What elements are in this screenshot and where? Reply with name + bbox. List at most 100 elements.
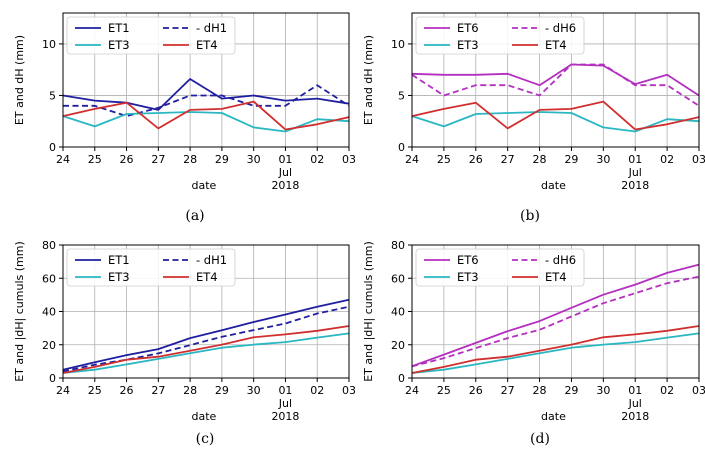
y-tick-label: 20 <box>391 339 405 352</box>
x-tick-label: 02 <box>310 384 324 397</box>
y-tick-label: 40 <box>42 306 56 319</box>
series-line-et3 <box>411 332 700 374</box>
x-tick-sublabel: Jul <box>628 397 642 410</box>
x-tick-label: 27 <box>501 384 515 397</box>
x-tick-label: 01 <box>278 384 292 397</box>
panel-caption: (b) <box>520 208 540 224</box>
x-axis-label: date <box>191 410 216 423</box>
legend-box <box>415 16 585 55</box>
y-tick-label: 20 <box>42 339 56 352</box>
x-tick-label: 02 <box>660 153 674 166</box>
y-tick-label: 80 <box>42 239 56 252</box>
x-axis-label: date <box>541 179 566 192</box>
x-tick-label: 28 <box>533 153 547 166</box>
x-tick-label: 02 <box>660 384 674 397</box>
x-tick-label: 29 <box>564 384 578 397</box>
legend-label: ET4 <box>545 38 567 52</box>
x-tick-label: 03 <box>342 384 356 397</box>
legend-box <box>66 248 236 287</box>
x-tick-label: 24 <box>56 384 70 397</box>
y-tick-label: 40 <box>391 306 405 319</box>
x-tick-label: 03 <box>342 153 356 166</box>
x-tick-label: 25 <box>88 384 102 397</box>
x-tick-label: 30 <box>596 384 610 397</box>
plot-frame <box>411 12 700 148</box>
legend-box <box>415 248 585 287</box>
y-tick-label: 80 <box>391 239 405 252</box>
legend-label: ET6 <box>457 21 479 35</box>
series-line-et4 <box>62 325 350 374</box>
series-line-dh1 <box>63 84 350 117</box>
series-line-et3 <box>62 332 350 374</box>
legend-label: ET4 <box>196 38 218 52</box>
x-axis-label: date <box>191 179 216 192</box>
y-tick-label: 60 <box>391 272 405 285</box>
series-line-et4 <box>411 325 700 374</box>
x-tick-label: 02 <box>310 153 324 166</box>
series-line-et3 <box>411 111 700 133</box>
panel-caption: (c) <box>196 431 215 447</box>
x-tick-label: 24 <box>405 384 419 397</box>
legend-box <box>66 16 236 55</box>
x-tick-sublabel: 2018 <box>271 410 299 423</box>
series-line-et6 <box>411 63 700 97</box>
y-axis-label: ET and dH (mm) <box>362 35 375 125</box>
y-tick-label: 5 <box>49 89 56 102</box>
legend-label: ET1 <box>108 253 130 267</box>
x-tick-sublabel: Jul <box>628 166 642 179</box>
legend-label: ET4 <box>196 270 218 284</box>
x-tick-label: 01 <box>628 384 642 397</box>
x-tick-label: 30 <box>247 384 261 397</box>
y-tick-label: 0 <box>49 141 56 154</box>
legend-label: ET3 <box>457 270 479 284</box>
x-tick-label: 28 <box>183 384 197 397</box>
series-line-dh6 <box>411 63 700 107</box>
panel-caption: (d) <box>530 431 550 447</box>
y-tick-label: 10 <box>391 38 405 51</box>
y-tick-label: 0 <box>398 372 405 385</box>
x-tick-label: 30 <box>596 153 610 166</box>
legend-label: ET3 <box>457 38 479 52</box>
x-tick-label: 24 <box>405 153 419 166</box>
x-tick-label: 27 <box>501 153 515 166</box>
y-axis-label: ET and |dH| cumuls (mm) <box>13 241 26 382</box>
x-tick-label: 26 <box>120 384 134 397</box>
x-tick-label: 26 <box>120 153 134 166</box>
x-tick-sublabel: Jul <box>278 166 292 179</box>
y-axis-label: ET and |dH| cumuls (mm) <box>362 241 375 382</box>
x-tick-label: 28 <box>183 153 197 166</box>
x-tick-label: 24 <box>56 153 70 166</box>
legend: ET1 - dH1 ET3 ET4 <box>66 16 236 55</box>
x-tick-sublabel: 2018 <box>621 179 649 192</box>
legend-label: ET3 <box>108 38 130 52</box>
legend-label: ET4 <box>545 270 567 284</box>
x-tick-label: 27 <box>151 153 165 166</box>
x-tick-label: 25 <box>437 153 451 166</box>
legend: ET1 - dH1 ET3 ET4 <box>66 248 236 287</box>
x-tick-label: 01 <box>278 153 292 166</box>
legend-label: - dH1 <box>196 21 227 35</box>
series-line-et4 <box>411 100 700 131</box>
x-tick-label: 29 <box>564 153 578 166</box>
x-tick-label: 01 <box>628 153 642 166</box>
y-tick-label: 5 <box>398 89 405 102</box>
legend-label: - dH1 <box>196 253 227 267</box>
x-tick-label: 03 <box>692 153 705 166</box>
x-tick-label: 03 <box>692 384 705 397</box>
x-tick-sublabel: 2018 <box>621 410 649 423</box>
y-tick-label: 10 <box>42 38 56 51</box>
series-line-dh6 <box>411 275 700 368</box>
series-line-et6 <box>411 263 700 368</box>
x-tick-sublabel: 2018 <box>271 179 299 192</box>
panel-caption: (a) <box>185 208 204 224</box>
x-tick-label: 25 <box>88 153 102 166</box>
x-tick-label: 30 <box>247 153 261 166</box>
series-line-et1 <box>62 78 350 111</box>
y-tick-label: 0 <box>398 141 405 154</box>
legend: ET6 - dH6 ET3 ET4 <box>415 248 585 287</box>
